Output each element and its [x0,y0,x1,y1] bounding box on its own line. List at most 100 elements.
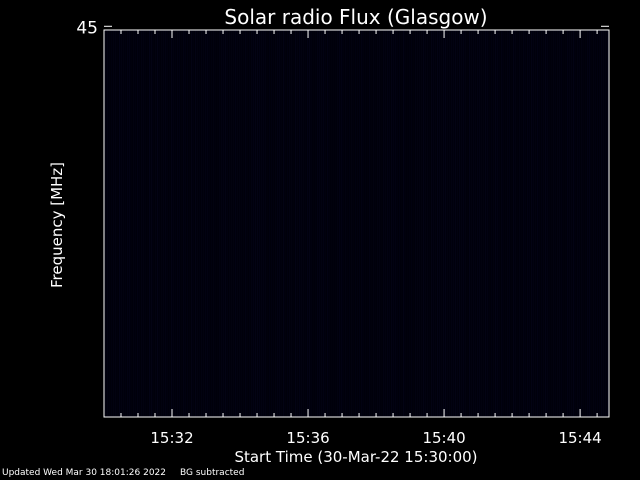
noise-streak [167,30,169,417]
noise-streak [195,30,197,417]
noise-streak [207,30,209,417]
noise-streak [463,30,465,417]
noise-streak [113,30,115,417]
noise-streak [415,30,417,417]
noise-streak [257,30,259,417]
noise-streak [217,30,219,417]
noise-streak [243,30,245,417]
noise-streak [155,30,157,417]
noise-streak [605,30,607,417]
y-tick-label: 45 [76,18,98,38]
noise-streak [259,30,261,417]
noise-streak [333,30,335,417]
noise-streak [361,30,363,417]
noise-streak [603,30,605,417]
noise-streak [135,30,137,417]
noise-streak [141,30,143,417]
noise-streak [433,30,435,417]
noise-streak [129,30,131,417]
noise-streak [115,30,117,417]
noise-streak [539,30,541,417]
noise-streak [435,30,437,417]
noise-streak [449,30,451,417]
plot-background [104,30,609,417]
noise-streak [591,30,593,417]
noise-streak [241,30,243,417]
noise-streak [587,30,589,417]
noise-streak [281,30,283,417]
noise-streak [215,30,217,417]
noise-streak [561,30,563,417]
noise-streak [607,30,609,417]
noise-streak [477,30,479,417]
noise-streak [137,30,139,417]
noise-streak [269,30,271,417]
noise-streak [593,30,595,417]
noise-streak [597,30,599,417]
noise-streak [225,30,227,417]
noise-streak [525,30,527,417]
noise-streak [465,30,467,417]
x-tick-label: 15:40 [422,429,465,447]
noise-streak [541,30,543,417]
noise-streak [407,30,409,417]
noise-streak [315,30,317,417]
noise-streak [319,30,321,417]
noise-streak [377,30,379,417]
noise-streak [535,30,537,417]
noise-streak [223,30,225,417]
noise-streak [431,30,433,417]
noise-streak [389,30,391,417]
x-tick-label: 15:36 [286,429,329,447]
noise-streak [149,30,151,417]
noise-streak [421,30,423,417]
noise-streak [205,30,207,417]
noise-streak [413,30,415,417]
noise-streak [293,30,295,417]
noise-streak [199,30,201,417]
noise-streak [267,30,269,417]
noise-streak [531,30,533,417]
chart-title: Solar radio Flux (Glasgow) [224,5,487,29]
noise-streak [505,30,507,417]
plot-frame [103,29,610,418]
noise-streak [321,30,323,417]
noise-streak [313,30,315,417]
noise-streak [251,30,253,417]
noise-streak [439,30,441,417]
noise-streak [359,30,361,417]
x-axis-label: Start Time (30-Mar-22 15:30:00) [234,448,477,466]
noise-streak [571,30,573,417]
noise-streak [391,30,393,417]
noise-streak [489,30,491,417]
noise-streak [599,30,601,417]
noise-streak [409,30,411,417]
noise-streak [595,30,597,417]
noise-streak [221,30,223,417]
noise-streak [291,30,293,417]
noise-streak [515,30,517,417]
noise-streak [147,30,149,417]
noise-streak [483,30,485,417]
noise-streak [193,30,195,417]
noise-streak [119,30,121,417]
noise-streak [517,30,519,417]
noise-streak [447,30,449,417]
noise-streak [553,30,555,417]
noise-streak [469,30,471,417]
noise-streak [533,30,535,417]
noise-streak [437,30,439,417]
noise-streak [379,30,381,417]
noise-streak [527,30,529,417]
noise-streak [427,30,429,417]
noise-streak [209,30,211,417]
noise-streak [175,30,177,417]
noise-streak [457,30,459,417]
noise-streak [543,30,545,417]
noise-streak [557,30,559,417]
noise-streak [369,30,371,417]
noise-streak [227,30,229,417]
noise-streak [317,30,319,417]
noise-streak [335,30,337,417]
noise-streak [311,30,313,417]
